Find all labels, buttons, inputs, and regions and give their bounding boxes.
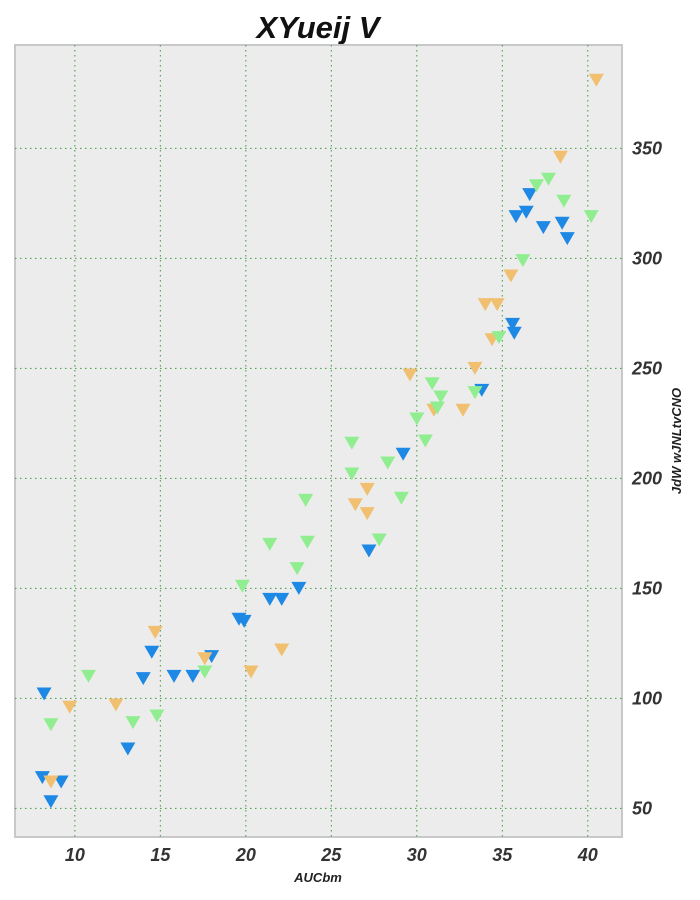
data-point-series-1 xyxy=(166,669,182,683)
data-point-series-3 xyxy=(298,493,314,507)
data-point-series-1 xyxy=(144,645,160,659)
data-point-series-1 xyxy=(43,795,59,809)
x-tick-label: 30 xyxy=(407,845,427,865)
data-point-series-3 xyxy=(409,412,425,426)
y-tick-label: 250 xyxy=(631,358,662,378)
data-point-series-3 xyxy=(299,535,315,549)
data-point-series-3 xyxy=(433,390,449,404)
data-point-series-1 xyxy=(505,317,521,331)
data-point-series-2 xyxy=(347,498,363,512)
y-axis-label: JdW wJNLtvCNO xyxy=(669,388,684,494)
x-axis-label: AUCbm xyxy=(293,870,342,885)
data-point-series-2 xyxy=(552,150,568,164)
data-point-series-3 xyxy=(417,434,433,448)
data-point-series-3 xyxy=(371,533,387,547)
data-point-series-1 xyxy=(120,742,136,756)
data-point-series-2 xyxy=(489,298,505,312)
data-point-series-3 xyxy=(491,331,507,345)
data-point-series-3 xyxy=(556,194,572,208)
data-point-series-1 xyxy=(361,544,377,558)
x-tick-label: 20 xyxy=(235,845,256,865)
y-tick-label: 350 xyxy=(632,138,662,158)
data-point-series-3 xyxy=(529,179,545,193)
y-tick-label: 300 xyxy=(632,248,662,268)
data-point-series-3 xyxy=(149,709,165,723)
data-point-series-3 xyxy=(262,537,278,551)
data-point-series-1 xyxy=(53,775,69,789)
x-tick-label: 10 xyxy=(65,845,85,865)
data-point-series-3 xyxy=(234,579,250,593)
data-point-series-3 xyxy=(197,665,213,679)
y-tick-label: 150 xyxy=(632,578,662,598)
y-tick-label: 200 xyxy=(631,468,662,488)
data-point-series-2 xyxy=(197,652,213,666)
data-point-series-3 xyxy=(583,210,599,224)
data-point-series-3 xyxy=(424,377,440,391)
data-point-series-2 xyxy=(588,73,604,87)
data-point-series-1 xyxy=(508,210,524,224)
data-point-series-1 xyxy=(518,205,534,219)
data-point-series-2 xyxy=(147,625,163,639)
x-tick-labels: 10 15 20 25 30 35 40 xyxy=(65,845,598,865)
data-point-series-1 xyxy=(34,771,50,785)
plot-area xyxy=(14,44,623,838)
y-tick-label: 100 xyxy=(632,688,662,708)
data-point-series-2 xyxy=(402,368,418,382)
data-point-series-3 xyxy=(467,386,483,400)
data-point-series-1 xyxy=(185,669,201,683)
data-point-series-1 xyxy=(554,216,570,230)
data-point-series-3 xyxy=(125,716,141,730)
data-point-series-2 xyxy=(359,507,375,521)
data-point-series-1 xyxy=(559,232,575,246)
data-point-series-1 xyxy=(36,687,52,701)
data-point-series-2 xyxy=(467,361,483,375)
x-tick-label: 35 xyxy=(492,845,513,865)
x-tick-label: 15 xyxy=(150,845,171,865)
data-point-series-1 xyxy=(135,672,151,686)
data-point-series-3 xyxy=(380,456,396,470)
chart-title: XYueij V xyxy=(255,10,382,45)
data-points xyxy=(34,73,604,809)
data-point-series-3 xyxy=(344,436,360,450)
data-point-series-1 xyxy=(291,581,307,595)
data-point-series-2 xyxy=(43,775,59,789)
data-point-series-3 xyxy=(429,401,445,415)
data-point-series-2 xyxy=(477,298,493,312)
data-point-series-1 xyxy=(535,221,551,235)
data-point-series-2 xyxy=(274,643,290,657)
data-point-series-3 xyxy=(81,669,97,683)
data-point-series-2 xyxy=(108,698,124,712)
data-point-series-1 xyxy=(506,326,522,340)
data-point-series-1 xyxy=(262,592,278,606)
data-point-series-2 xyxy=(503,269,519,283)
data-point-series-3 xyxy=(289,562,305,576)
data-point-series-3 xyxy=(393,491,409,505)
data-point-series-1 xyxy=(395,447,411,461)
data-point-series-3 xyxy=(43,718,59,732)
data-point-series-1 xyxy=(522,188,538,202)
y-tick-labels: 50 100 150 200 250 300 350 xyxy=(631,138,662,818)
data-point-series-3 xyxy=(344,467,360,481)
x-tick-label: 40 xyxy=(577,845,598,865)
data-point-series-2 xyxy=(455,403,471,417)
data-point-series-2 xyxy=(243,665,259,679)
data-point-series-1 xyxy=(236,614,252,628)
data-point-series-2 xyxy=(62,700,78,714)
data-point-series-1 xyxy=(274,592,290,606)
data-point-series-3 xyxy=(540,172,556,186)
y-tick-label: 50 xyxy=(632,798,652,818)
x-tick-label: 25 xyxy=(320,845,342,865)
data-point-series-2 xyxy=(359,482,375,496)
data-point-series-3 xyxy=(515,254,531,268)
